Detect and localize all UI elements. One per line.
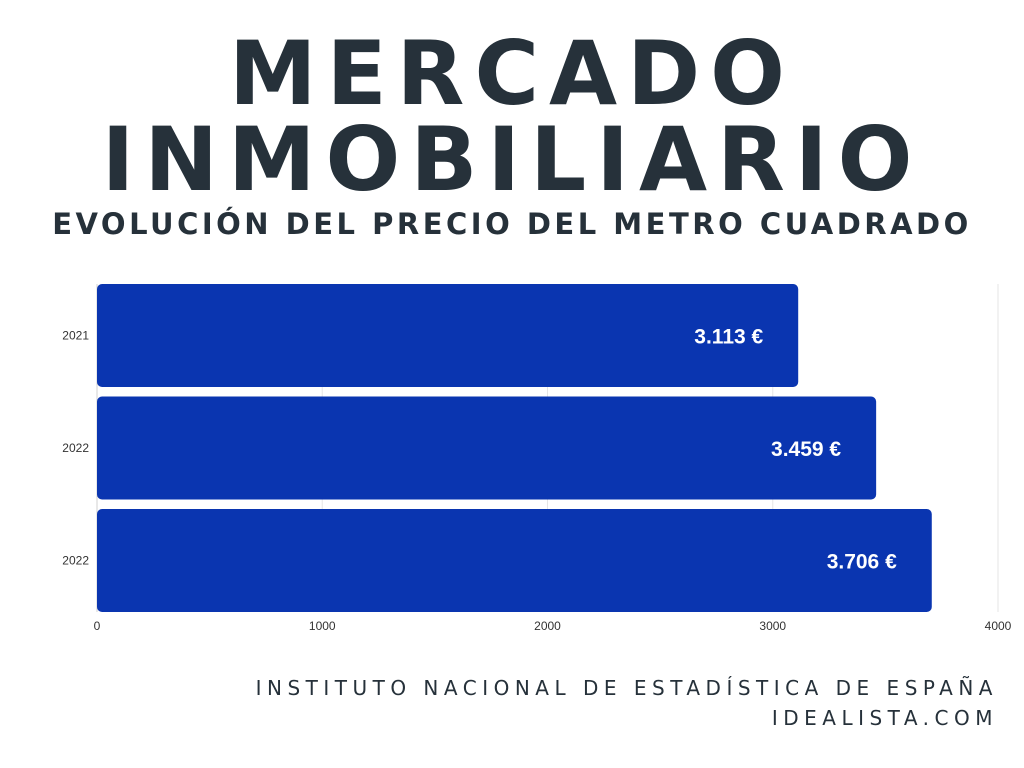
category-label: 2021 xyxy=(62,329,89,343)
bar xyxy=(97,284,799,387)
bar-value-label: 3.706 € xyxy=(827,551,897,574)
bars xyxy=(97,284,932,612)
subtitle: EVOLUCIÓN DEL PRECIO DEL METRO CUADRADO xyxy=(52,207,972,241)
title-line-1: MERCADO xyxy=(229,22,795,125)
source-line-2: IDEALISTA.COM xyxy=(771,706,998,730)
bar xyxy=(97,396,877,500)
category-label: 2022 xyxy=(62,554,89,568)
category-label: 2022 xyxy=(62,441,89,455)
bar xyxy=(97,509,932,612)
bar-value-label: 3.113 € xyxy=(694,326,763,349)
x-tick-label: 1000 xyxy=(309,619,336,633)
category-labels: 2021 2022 2022 xyxy=(62,329,89,568)
x-tick-labels: 0 1000 2000 3000 4000 xyxy=(94,619,1012,633)
title-line-2: INMOBILIARIO xyxy=(101,108,923,211)
x-tick-label: 2000 xyxy=(534,619,561,633)
bar-value-label: 3.459 € xyxy=(771,438,841,461)
value-labels: 3.113 € 3.459 € 3.706 € xyxy=(694,326,897,574)
x-tick-label: 0 xyxy=(94,619,101,633)
bar-chart: 3.113 € 3.459 € 3.706 € 2021 2022 2022 0 1000… xyxy=(62,284,1012,633)
x-tick-label: 4000 xyxy=(985,619,1012,633)
source-line-1: INSTITUTO NACIONAL DE ESTADÍSTICA DE ESP… xyxy=(255,676,998,700)
x-tick-label: 3000 xyxy=(759,619,786,633)
